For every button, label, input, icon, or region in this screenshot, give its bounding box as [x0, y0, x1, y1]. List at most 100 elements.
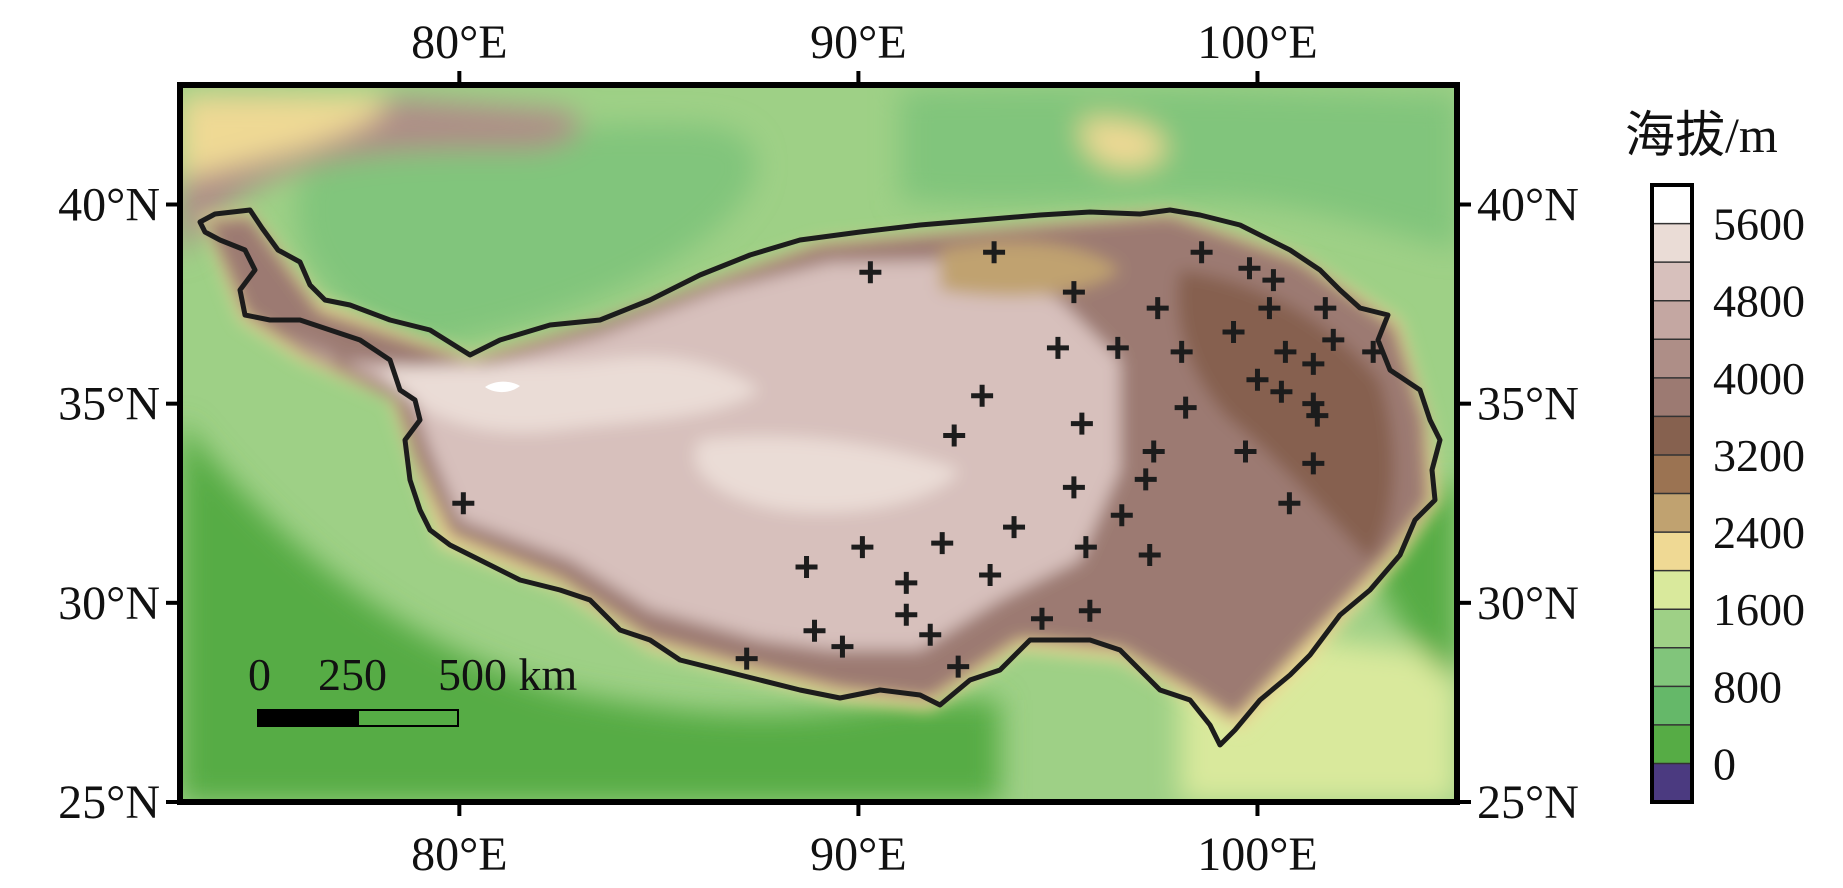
colorbar-label: 3200	[1713, 430, 1805, 481]
lon-label-bottom: 100°E	[1197, 828, 1318, 881]
lat-label-right: 35°N	[1477, 378, 1579, 431]
lat-label-left: 25°N	[58, 776, 160, 829]
colorbar-title: 海拔/m	[1625, 107, 1778, 163]
station-marker	[1270, 380, 1293, 403]
station-marker	[979, 563, 1002, 586]
scale-bar-green-segment	[357, 709, 459, 727]
station-marker	[895, 603, 918, 626]
scale-label-0: 0	[248, 649, 271, 700]
station-marker	[1030, 607, 1053, 630]
station-marker	[1302, 392, 1325, 415]
station-marker	[1146, 297, 1169, 320]
station-marker	[1362, 340, 1385, 363]
colorbar-swatch	[1652, 532, 1692, 572]
station-marker	[1302, 352, 1325, 375]
colorbar-labels: 5600 4800 4000 3200 2400 1600 800 0	[1713, 199, 1805, 790]
station-marker	[831, 635, 854, 658]
elevation-field	[180, 85, 1457, 802]
lon-label-top: 90°E	[810, 16, 907, 69]
colorbar-swatch	[1652, 609, 1692, 649]
colorbar-label: 4800	[1713, 276, 1805, 327]
colorbar-label: 4000	[1713, 353, 1805, 404]
colorbar-frame	[1650, 183, 1694, 804]
station-marker	[1110, 504, 1133, 527]
colorbar-label: 800	[1713, 661, 1782, 712]
colorbar-swatch	[1652, 377, 1692, 417]
station-marker	[1062, 281, 1085, 304]
scale-label-250: 250	[318, 649, 387, 700]
colorbar-swatch	[1652, 647, 1692, 687]
colorbar-swatch	[1652, 686, 1692, 726]
lon-label-top: 100°E	[1197, 16, 1318, 69]
lat-label-left: 40°N	[58, 179, 160, 232]
lat-label-left: 35°N	[58, 378, 160, 431]
station-marker	[1174, 396, 1197, 419]
lat-label-right: 40°N	[1477, 179, 1579, 232]
station-marker	[1234, 440, 1257, 463]
station-marker	[971, 384, 994, 407]
colorbar-swatch	[1652, 339, 1692, 379]
scale-label-500: 500 km	[438, 649, 578, 700]
lat-label-left: 30°N	[58, 577, 160, 630]
station-marker	[1322, 328, 1345, 351]
map-axes: 80°E 80°E 90°E 90°E 100°E 100°E 25°N 25°N 30°N 30…	[58, 16, 1579, 881]
station-marker	[1138, 544, 1161, 567]
colorbar-label: 1600	[1713, 584, 1805, 635]
scale-bar: 0 250 500 km	[248, 649, 578, 727]
station-marker	[1070, 412, 1093, 435]
station-marker	[851, 536, 874, 559]
station-marker	[1222, 320, 1245, 343]
plateau-boundary	[197, 207, 1443, 748]
colorbar-swatch	[1652, 724, 1692, 764]
station-marker	[1078, 599, 1101, 622]
colorbar-swatch	[1652, 416, 1692, 456]
colorbar-swatch	[1652, 223, 1692, 263]
station-marker	[1258, 297, 1281, 320]
colorbar-swatch	[1652, 763, 1692, 803]
station-marker	[1046, 336, 1069, 359]
station-marker	[1190, 241, 1213, 264]
station-marker	[1246, 368, 1269, 391]
scale-bar-black-segment	[257, 709, 359, 727]
station-marker	[1278, 492, 1301, 515]
colorbar-label: 2400	[1713, 507, 1805, 558]
station-marker	[919, 623, 942, 646]
colorbar-swatch	[1652, 262, 1692, 302]
station-marker	[1134, 468, 1157, 491]
lon-label-bottom: 80°E	[411, 828, 508, 881]
lon-label-bottom: 90°E	[810, 828, 907, 881]
station-marker	[947, 655, 970, 678]
station-marker	[735, 647, 758, 670]
station-marker	[1142, 440, 1165, 463]
station-marker	[1302, 452, 1325, 475]
station-marker	[895, 571, 918, 594]
lon-label-top: 80°E	[411, 16, 508, 69]
station-marker	[1074, 536, 1097, 559]
station-marker	[1314, 297, 1337, 320]
lat-label-right: 25°N	[1477, 776, 1579, 829]
station-marker	[803, 619, 826, 642]
station-marker	[1274, 340, 1297, 363]
station-marker	[1003, 516, 1026, 539]
station-marker	[1170, 340, 1193, 363]
station-marker	[1306, 404, 1329, 427]
station-marker	[1238, 257, 1261, 280]
colorbar: 海拔/m 5600 4800 4000 3200 2400 1600 800 0	[1625, 107, 1805, 804]
colorbar-swatch	[1652, 300, 1692, 340]
station-marker	[1262, 269, 1285, 292]
station-marker	[931, 532, 954, 555]
lat-label-right: 30°N	[1477, 577, 1579, 630]
colorbar-swatch	[1652, 493, 1692, 533]
colorbar-swatch	[1652, 570, 1692, 610]
station-marker	[859, 261, 882, 284]
colorbar-label: 0	[1713, 738, 1736, 789]
station-marker	[452, 492, 475, 515]
station-marker	[1106, 336, 1129, 359]
station-marker	[943, 424, 966, 447]
colorbar-swatch	[1652, 185, 1692, 225]
station-marker	[983, 241, 1006, 264]
map-frame	[177, 82, 1460, 805]
colorbar-label: 5600	[1713, 199, 1805, 250]
station-marker	[1062, 476, 1085, 499]
